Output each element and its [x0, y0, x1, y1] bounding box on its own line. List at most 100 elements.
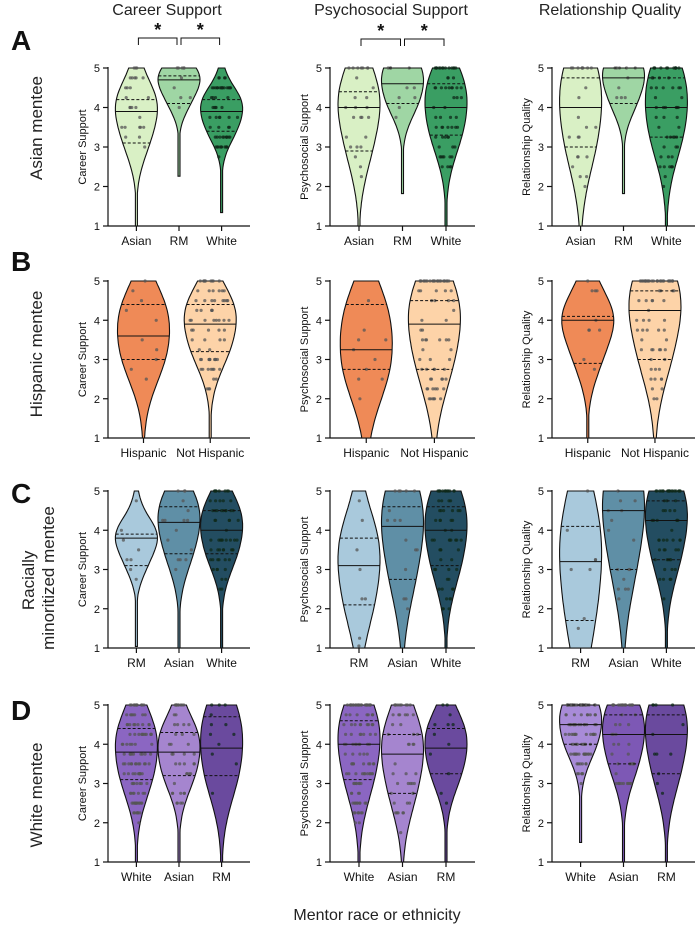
data-point — [455, 567, 459, 572]
data-point — [393, 762, 397, 766]
x-tick-label-asian: Asian — [344, 234, 374, 248]
data-point — [209, 548, 213, 552]
data-point — [182, 762, 186, 766]
data-point — [623, 96, 627, 100]
data-point — [393, 703, 398, 707]
data-point — [441, 703, 445, 707]
data-point — [371, 713, 375, 717]
data-point — [627, 567, 631, 572]
data-point — [360, 772, 365, 776]
data-point — [446, 299, 451, 303]
data-point — [579, 781, 583, 786]
data-point — [440, 165, 444, 169]
data-point — [396, 811, 400, 815]
data-point — [398, 713, 402, 717]
data-point — [415, 732, 420, 737]
data-point — [658, 577, 662, 581]
data-point — [209, 279, 213, 283]
data-point — [649, 357, 653, 362]
x-tick-label-rm: RM — [350, 656, 369, 670]
data-point — [449, 165, 453, 169]
y-tick-label: 5 — [94, 63, 100, 75]
data-point — [210, 703, 214, 707]
data-point — [189, 548, 193, 552]
data-point — [212, 367, 216, 371]
data-point — [420, 338, 425, 342]
data-point — [584, 86, 588, 90]
data-point — [352, 811, 356, 815]
data-point — [595, 289, 599, 293]
data-point — [408, 703, 412, 707]
data-point — [443, 135, 447, 139]
data-point — [445, 703, 449, 707]
data-point — [178, 762, 182, 766]
data-point — [175, 801, 179, 805]
data-point — [671, 703, 675, 707]
y-tick-label: 1 — [538, 433, 544, 445]
data-point — [588, 713, 592, 717]
data-point — [192, 752, 196, 756]
row-label-racially-minoritized-mentee: Racially minoritized mentee — [19, 506, 58, 650]
data-point — [139, 801, 143, 805]
data-point — [368, 703, 373, 707]
data-point — [641, 328, 645, 332]
data-point — [576, 135, 580, 139]
data-point — [136, 811, 140, 815]
data-point — [370, 772, 374, 776]
x-tick-label-white: White — [651, 656, 682, 670]
chart-c-psychosocial-support: 1 2 3 4 5 Psychosocial Support RM Asian White — [299, 486, 475, 670]
data-point — [125, 86, 129, 90]
data-point — [358, 165, 363, 169]
data-point — [628, 781, 632, 786]
data-point — [133, 772, 137, 776]
data-point — [142, 762, 147, 766]
data-point — [143, 713, 147, 717]
data-point — [360, 811, 364, 815]
data-point — [211, 96, 215, 100]
data-point — [418, 357, 422, 362]
data-point — [451, 76, 456, 80]
data-point — [344, 713, 348, 717]
data-point — [179, 791, 183, 795]
data-point — [413, 96, 417, 100]
data-point — [122, 772, 126, 776]
data-point — [174, 528, 178, 532]
data-point — [358, 397, 362, 401]
data-point — [210, 752, 214, 756]
data-point — [455, 96, 459, 100]
data-point — [588, 567, 592, 572]
y-tick-label: 4 — [538, 525, 544, 537]
x-tick-label-rm: RM — [212, 870, 231, 884]
data-point — [207, 387, 211, 391]
y-tick-label: 1 — [538, 857, 544, 869]
data-point — [192, 762, 196, 766]
data-point — [662, 184, 666, 189]
data-point — [586, 489, 590, 493]
y-tick-label: 1 — [94, 433, 100, 445]
data-point — [437, 145, 441, 149]
violin-hispanic — [339, 280, 393, 439]
data-point — [662, 165, 666, 169]
data-point — [128, 742, 132, 746]
x-tick-label-hispanic: Hispanic — [565, 446, 611, 460]
data-point — [350, 791, 354, 795]
data-point — [362, 752, 366, 756]
data-point — [434, 125, 438, 129]
data-point — [228, 538, 232, 542]
data-point — [137, 135, 142, 139]
data-point — [419, 279, 423, 283]
data-point — [356, 703, 361, 707]
data-point — [142, 125, 146, 129]
data-point — [224, 145, 228, 149]
violin-asian — [157, 704, 201, 863]
data-point — [422, 279, 427, 283]
data-point — [407, 742, 411, 746]
data-point — [594, 125, 598, 129]
y-axis-label: Psychosocial Support — [299, 517, 311, 623]
data-point — [131, 801, 135, 805]
y-tick-label: 5 — [316, 700, 322, 712]
significance-bracket — [360, 38, 401, 46]
data-point — [447, 742, 451, 746]
data-point — [138, 125, 143, 129]
